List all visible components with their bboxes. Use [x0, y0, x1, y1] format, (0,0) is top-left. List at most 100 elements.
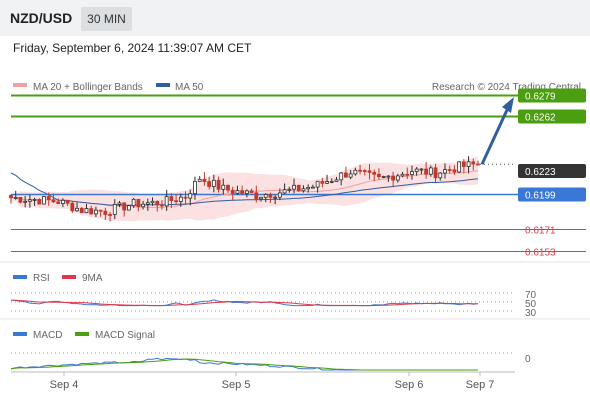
datetime-label: Friday, September 6, 2024 11:39:07 AM CE…: [13, 41, 252, 55]
rsi-legend-label: RSI: [33, 273, 50, 284]
candle-body: [306, 186, 311, 190]
candle-body: [60, 199, 65, 204]
candle-body: [183, 196, 188, 199]
candle-body: [424, 168, 429, 175]
candle-body: [282, 189, 287, 194]
candle-body: [254, 192, 259, 200]
candle-body: [42, 196, 46, 205]
candle-body: [348, 173, 353, 178]
candle-body: [174, 200, 179, 203]
candle-body: [98, 209, 103, 212]
level-tag-value-1: 0.6262: [525, 113, 556, 124]
x-axis-ticks: Sep 4 Sep 5 Sep 6 Sep 7: [50, 372, 495, 391]
candle-body: [32, 199, 37, 201]
candle-body: [273, 196, 278, 199]
x-tick-label: Sep 7: [466, 379, 495, 391]
candle-body: [169, 196, 174, 202]
macd-tick-0: 0: [525, 354, 531, 365]
candle-body: [108, 214, 112, 216]
candle-body: [51, 199, 56, 203]
candle-body: [27, 199, 32, 202]
candle-body: [315, 180, 320, 188]
candle-body: [367, 170, 372, 173]
candle-body: [301, 188, 306, 192]
candle-body: [377, 173, 381, 178]
x-tick-label: Sep 6: [395, 379, 424, 391]
candle-body: [372, 171, 377, 175]
candle-body: [112, 204, 117, 215]
ma20-legend-label: MA 20 + Bollinger Bands: [33, 82, 143, 93]
candle-body: [18, 197, 23, 203]
candle-body: [362, 170, 367, 172]
candle-body: [211, 179, 216, 187]
candle-body: [89, 208, 94, 215]
x-tick-label: Sep 5: [222, 379, 251, 391]
candle-body: [84, 208, 89, 214]
candle-body: [9, 194, 13, 199]
candle-body: [438, 172, 443, 179]
candle-body: [197, 178, 202, 182]
candle-body: [268, 194, 273, 198]
candle-body: [122, 202, 127, 211]
candle-body: [235, 190, 240, 194]
candle-body: [23, 200, 28, 203]
candle-body: [457, 161, 462, 173]
candle-body: [339, 172, 344, 181]
candle-body: [400, 173, 405, 177]
credit-label: Research © 2024 Trading Central: [432, 82, 581, 93]
candle-body: [263, 194, 268, 198]
last-price-value: 0.6223: [525, 167, 556, 178]
rsi-ma-line: [10, 299, 478, 307]
candle-body: [443, 169, 447, 174]
candle-body: [70, 202, 75, 212]
candle-body: [410, 171, 414, 175]
candle-body: [221, 184, 226, 190]
candle-body: [188, 193, 193, 199]
candle-body: [127, 205, 131, 211]
rsi-ma-legend-label: 9MA: [82, 273, 103, 284]
candle-body: [46, 196, 51, 201]
candle-body: [160, 204, 164, 207]
candle-body: [56, 201, 61, 204]
macd-signal-legend-label: MACD Signal: [95, 330, 155, 341]
forecast-arrow-head: [502, 96, 514, 113]
candle-body: [141, 203, 145, 208]
candle-body: [320, 180, 325, 184]
level-tag-value-0: 0.6279: [525, 92, 556, 103]
candle-body: [103, 210, 108, 215]
ma20-legend-swatch: [13, 83, 27, 87]
candle-body: [79, 207, 84, 214]
candle-body: [202, 178, 207, 182]
candle-body: [230, 189, 235, 194]
last-price-tag: [518, 164, 586, 178]
level-lines: [11, 94, 586, 252]
ma50-legend-label: MA 50: [175, 82, 204, 93]
candle-body: [476, 163, 480, 166]
rsi-tick-50: 50: [525, 299, 537, 310]
rsi-line: [10, 299, 479, 307]
candle-body: [136, 198, 141, 208]
candle-body: [13, 197, 18, 199]
candle-body: [259, 196, 263, 200]
candle-body: [65, 199, 70, 204]
price-tags: 0.6279 0.6262 0.6199 0.6171 0.6153: [518, 88, 586, 259]
candle-body: [334, 179, 339, 182]
level-tag-0: [518, 88, 586, 103]
level-tag-value-2: 0.6199: [525, 191, 556, 202]
candle-body: [94, 209, 98, 215]
rsi-tick-30: 30: [525, 308, 537, 319]
level-value-3: 0.6171: [525, 226, 556, 237]
candle-body: [131, 198, 136, 207]
top-bar: NZD/USD 30 MIN: [0, 0, 590, 36]
candle-body: [353, 169, 358, 175]
candle-body: [466, 161, 471, 167]
ma50-line: [10, 172, 479, 206]
candle-body: [249, 190, 254, 194]
rsi-tick-70: 70: [525, 290, 537, 301]
timeframe-button[interactable]: 30 MIN: [81, 7, 132, 31]
candle-body: [461, 161, 466, 167]
candle-body: [386, 175, 391, 178]
level-value-4: 0.6153: [525, 248, 556, 259]
candle-body: [428, 167, 433, 175]
forecast-arrow: [480, 109, 509, 165]
